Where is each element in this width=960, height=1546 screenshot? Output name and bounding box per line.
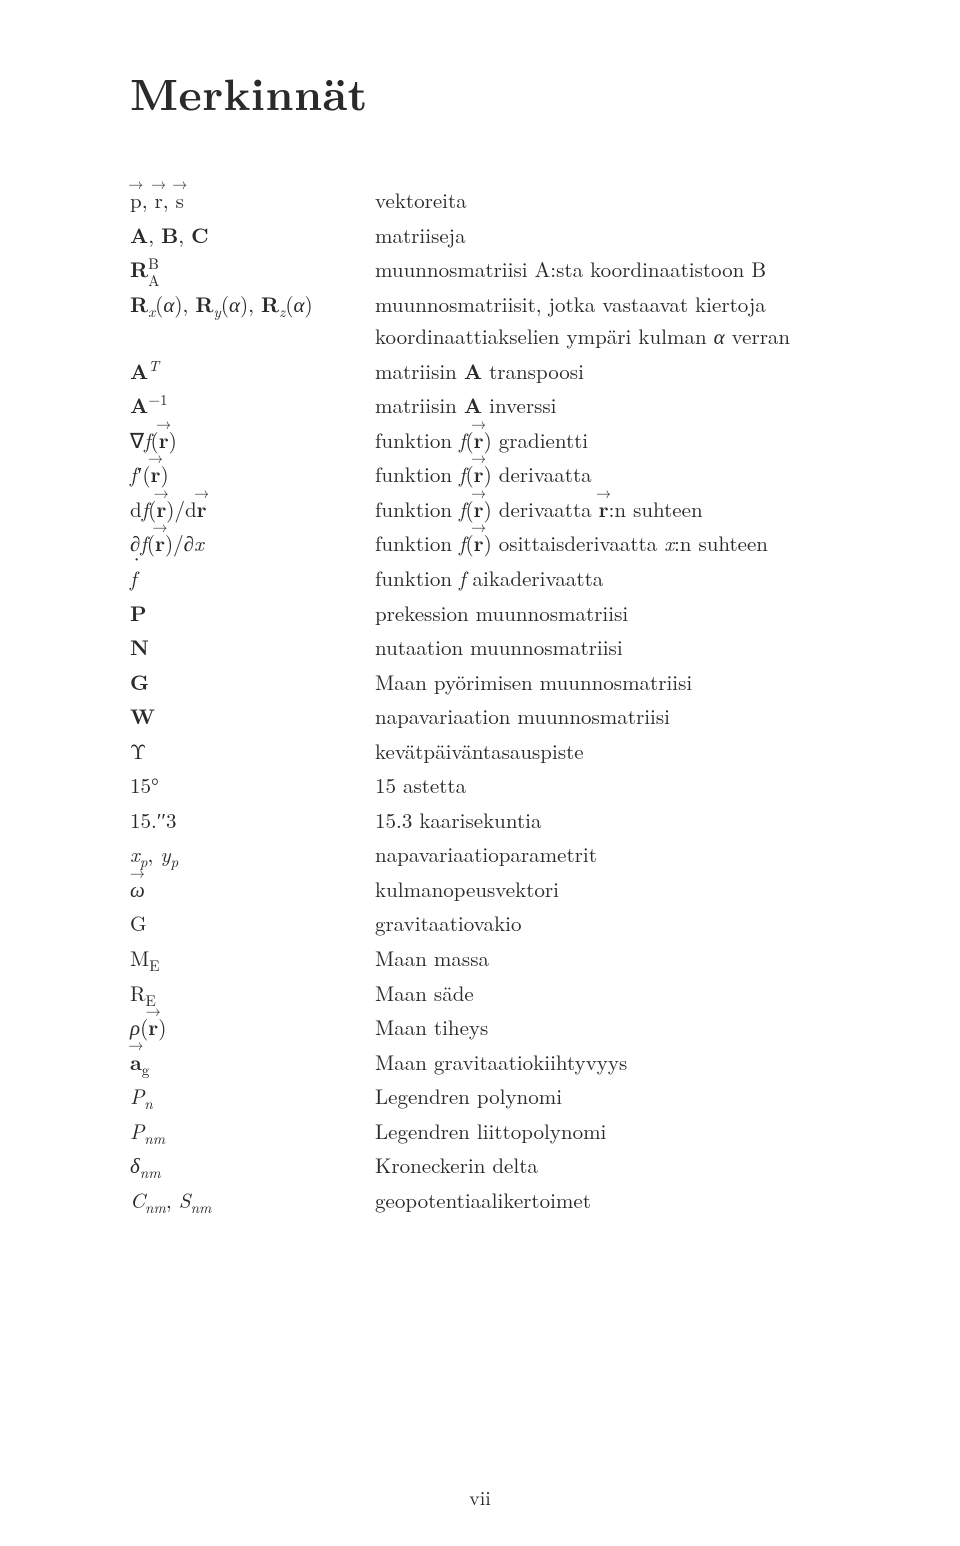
symbol-cell: RE — [130, 976, 375, 1011]
description-cell: kevätpäiväntasauspiste — [375, 734, 860, 769]
table-row: 15.′′315.3 kaarisekuntia — [130, 803, 860, 838]
symbol-cell: N — [130, 630, 375, 665]
page-number: vii — [0, 1482, 960, 1511]
description-cell: muunnosmatriisi A:sta koordinaatistoon B — [375, 252, 860, 287]
description-cell: Maan gravitaatiokiihtyvyys — [375, 1045, 860, 1080]
page-title: Merkinnät — [130, 60, 860, 123]
table-row: RBAmuunnosmatriisi A:sta koordinaatistoo… — [130, 252, 860, 287]
description-cell: 15 astetta — [375, 768, 860, 803]
symbol-cell: G — [130, 906, 375, 941]
description-cell: geopotentiaalikertoimet — [375, 1183, 860, 1218]
description-cell: napavariaation muunnosmatriisi — [375, 699, 860, 734]
description-cell: matriisin A inverssi — [375, 388, 860, 423]
description-cell: matriisin A transpoosi — [375, 354, 860, 389]
table-row: Pprekession muunnosmatriisi — [130, 596, 860, 631]
description-cell: funktion f aikaderivaatta — [375, 561, 860, 596]
table-row: ˙ffunktion f aikaderivaatta — [130, 561, 860, 596]
description-cell: nutaation muunnosmatriisi — [375, 630, 860, 665]
description-cell: Maan massa — [375, 941, 860, 976]
table-row: Wnapavariaation muunnosmatriisi — [130, 699, 860, 734]
table-row: Υkevätpäiväntasauspiste — [130, 734, 860, 769]
table-row: Cnm, Snmgeopotentiaalikertoimet — [130, 1183, 860, 1218]
symbol-cell: →ag — [130, 1045, 375, 1080]
description-cell: Legendren liittopolynomi — [375, 1114, 860, 1149]
description-cell: Maan pyörimisen muunnosmatriisi — [375, 665, 860, 700]
symbol-cell: xp, yp — [130, 837, 375, 872]
symbol-cell: Cnm, Snm — [130, 1183, 375, 1218]
description-cell: prekession muunnosmatriisi — [375, 596, 860, 631]
table-row: ATmatriisin A transpoosi — [130, 354, 860, 389]
description-cell: Maan säde — [375, 976, 860, 1011]
table-row: GMaan pyörimisen muunnosmatriisi — [130, 665, 860, 700]
symbol-cell: G — [130, 665, 375, 700]
table-row: A−1matriisin A inverssi — [130, 388, 860, 423]
description-cell: 15.3 kaarisekuntia — [375, 803, 860, 838]
table-row: ρ(→r)Maan tiheys — [130, 1010, 860, 1045]
symbol-cell: W — [130, 699, 375, 734]
table-row: Nnutaation muunnosmatriisi — [130, 630, 860, 665]
description-cell: matriiseja — [375, 218, 860, 253]
table-row: →agMaan gravitaatiokiihtyvyys — [130, 1045, 860, 1080]
table-row: xp, ypnapavariaatioparametrit — [130, 837, 860, 872]
notation-table: →p, →r, →svektoreitaA, B, CmatriisejaRBA… — [130, 183, 860, 1217]
symbol-cell: Pnm — [130, 1114, 375, 1149]
symbol-cell: 15.′′3 — [130, 803, 375, 838]
table-row: REMaan säde — [130, 976, 860, 1011]
symbol-cell: →p, →r, →s — [130, 183, 375, 218]
description-cell: gravitaatiovakio — [375, 906, 860, 941]
table-row: PnmLegendren liittopolynomi — [130, 1114, 860, 1149]
table-row: δnmKroneckerin delta — [130, 1148, 860, 1183]
table-row: →p, →r, →svektoreita — [130, 183, 860, 218]
table-row: ∇f(→r)funktion f(→r) gradientti — [130, 423, 860, 458]
table-row: PnLegendren polynomi — [130, 1079, 860, 1114]
description-cell: vektoreita — [375, 183, 860, 218]
table-row: A, B, Cmatriiseja — [130, 218, 860, 253]
description-cell: Legendren polynomi — [375, 1079, 860, 1114]
symbol-cell: ∂f(→r)/∂x — [130, 526, 375, 561]
table-row: ∂f(→r)/∂xfunktion f(→r) osittaisderivaat… — [130, 526, 860, 561]
symbol-cell: 15° — [130, 768, 375, 803]
table-row: 15°15 astetta — [130, 768, 860, 803]
symbol-cell: A, B, C — [130, 218, 375, 253]
description-cell: funktion f(→r) derivaatta — [375, 457, 860, 492]
table-row: df(→r)/d→rfunktion f(→r) derivaatta →r:n… — [130, 492, 860, 527]
description-cell: funktion f(→r) derivaatta →r:n suhteen — [375, 492, 860, 527]
description-cell: Kroneckerin delta — [375, 1148, 860, 1183]
table-row: →ωkulmanopeusvektori — [130, 872, 860, 907]
description-cell: funktion f(→r) gradientti — [375, 423, 860, 458]
symbol-cell: ∇f(→r) — [130, 423, 375, 458]
symbol-cell: →ω — [130, 872, 375, 907]
table-row: Ggravitaatiovakio — [130, 906, 860, 941]
description-cell: muunnosmatriisit, jotka vastaavat kierto… — [375, 287, 860, 354]
description-cell: kulmanopeusvektori — [375, 872, 860, 907]
symbol-cell: Pn — [130, 1079, 375, 1114]
table-row: Rx(α), Ry(α), Rz(α)muunnosmatriisit, jot… — [130, 287, 860, 354]
description-cell: Maan tiheys — [375, 1010, 860, 1045]
page: Merkinnät →p, →r, →svektoreitaA, B, Cmat… — [0, 0, 960, 1546]
symbol-cell: RBA — [130, 252, 375, 287]
symbol-cell: Rx(α), Ry(α), Rz(α) — [130, 287, 375, 354]
symbol-cell: ρ(→r) — [130, 1010, 375, 1045]
table-row: MEMaan massa — [130, 941, 860, 976]
description-cell: napavariaatioparametrit — [375, 837, 860, 872]
symbol-cell: P — [130, 596, 375, 631]
table-row: f ′(→r)funktion f(→r) derivaatta — [130, 457, 860, 492]
description-cell: funktion f(→r) osittaisderivaatta x:n su… — [375, 526, 860, 561]
notation-tbody: →p, →r, →svektoreitaA, B, CmatriisejaRBA… — [130, 183, 860, 1217]
symbol-cell: AT — [130, 354, 375, 389]
symbol-cell: Υ — [130, 734, 375, 769]
symbol-cell: ME — [130, 941, 375, 976]
symbol-cell: ˙f — [130, 561, 375, 596]
symbol-cell: δnm — [130, 1148, 375, 1183]
